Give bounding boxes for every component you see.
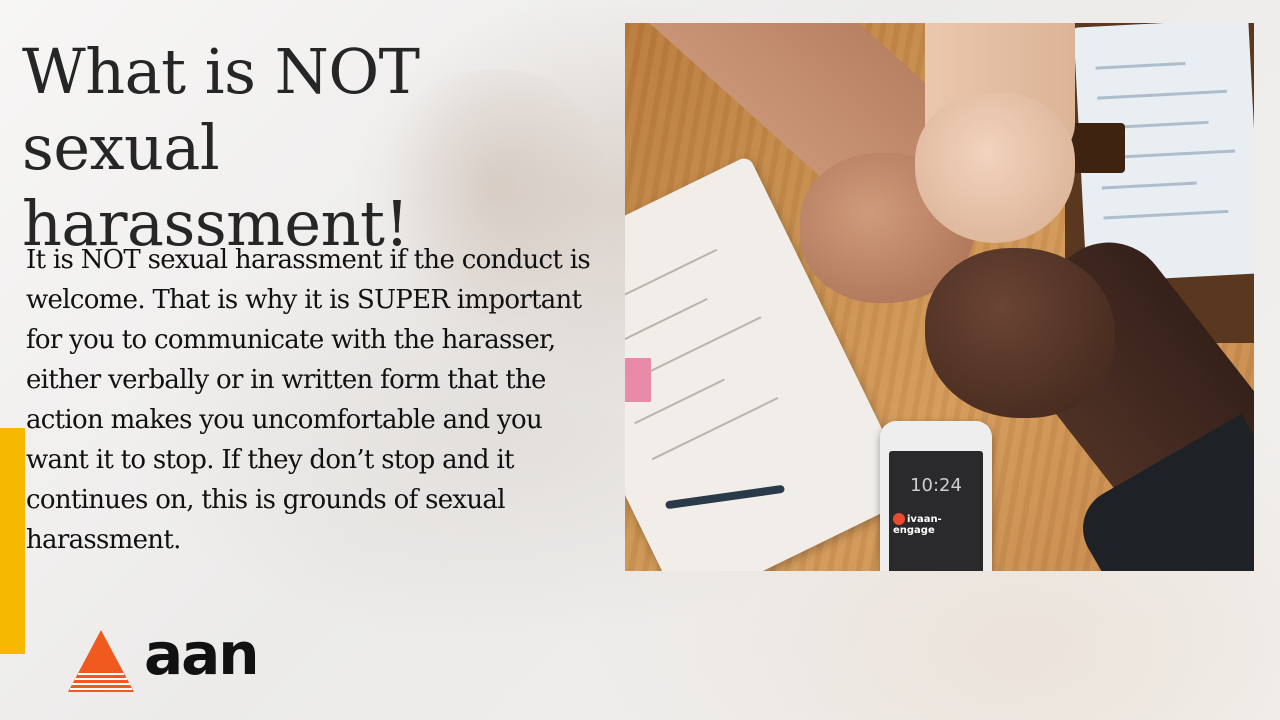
phone-time: 10:24 [910,475,962,496]
accent-bar [0,428,25,654]
fist-bump-photo: 10:24 ivaan-engage [625,23,1254,571]
phone-brand-text: ivaan-engage [893,514,942,536]
phone-brand: ivaan-engage [893,513,983,536]
logo-text: aan [144,620,260,688]
brand-check-icon [893,513,905,525]
company-logo: aan [66,620,266,694]
background-person-image [380,70,610,330]
sticky-note [625,358,651,402]
clipboard-clip [1065,123,1125,173]
fist-light [915,93,1075,243]
slide-title: What is NOT sexual harassment! [22,35,420,260]
slide-body-text: It is NOT sexual harassment if the condu… [26,245,591,555]
phone-screen: 10:24 ivaan-engage [889,451,983,571]
fist-dark [925,248,1115,418]
triangle-logo-icon [68,630,134,692]
smartphone: 10:24 ivaan-engage [880,421,992,571]
